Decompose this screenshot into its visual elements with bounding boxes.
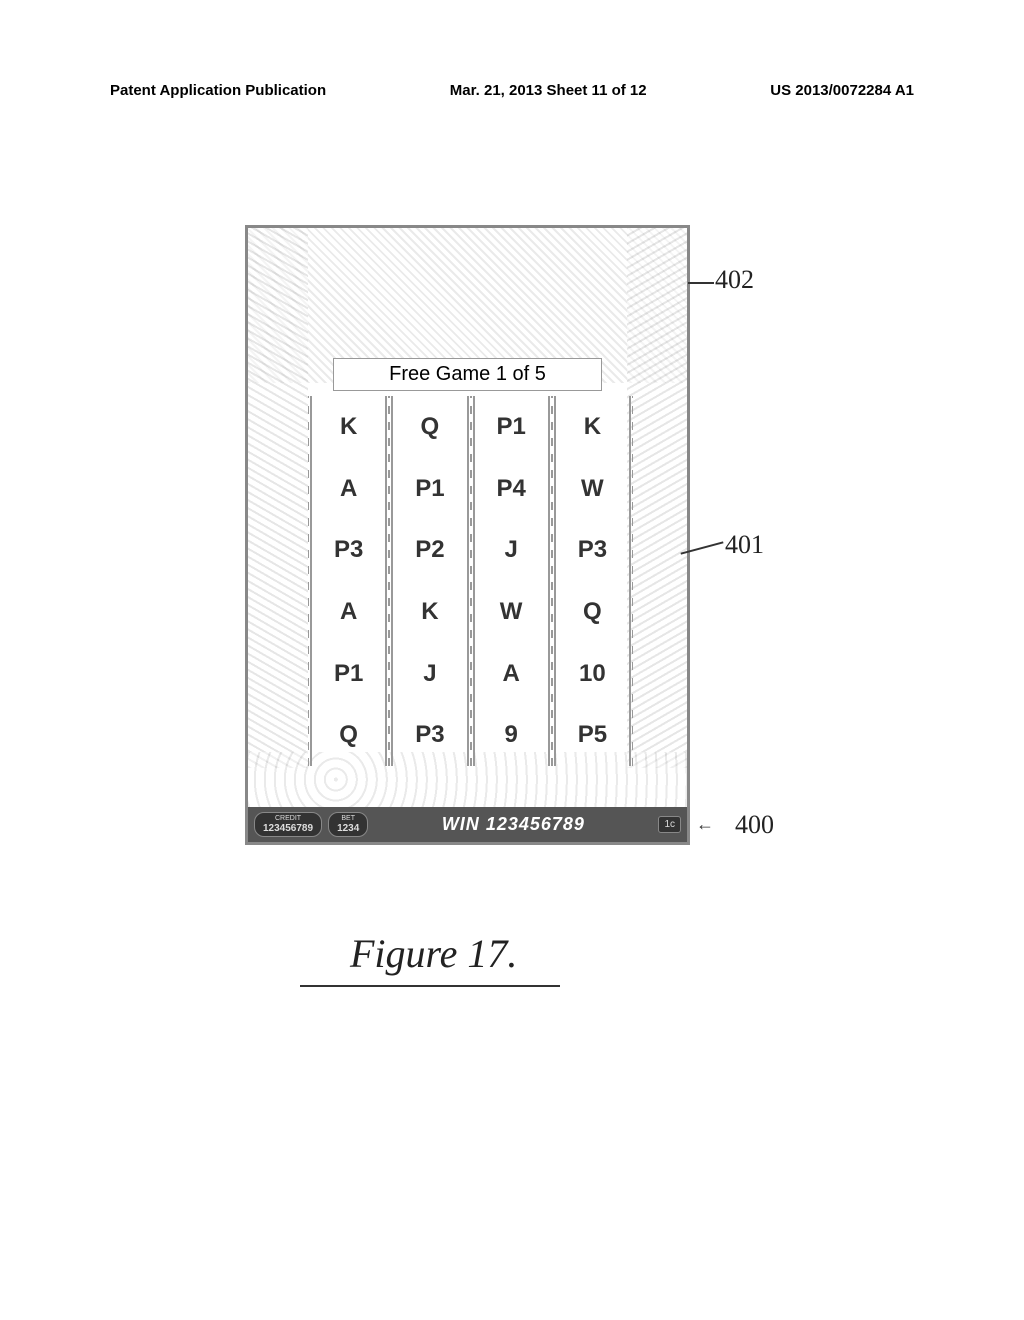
callout-400: 400 bbox=[735, 810, 774, 840]
page-header: Patent Application Publication Mar. 21, … bbox=[0, 82, 1024, 99]
symbol: K bbox=[393, 581, 466, 643]
denom-badge: 1c bbox=[658, 816, 681, 833]
symbol: 9 bbox=[475, 704, 548, 766]
header-center: Mar. 21, 2013 Sheet 11 of 12 bbox=[450, 82, 647, 99]
reel-4: K W P3 Q 10 P5 bbox=[554, 396, 631, 766]
symbol: Q bbox=[312, 704, 385, 766]
symbol: K bbox=[312, 396, 385, 458]
symbol: J bbox=[393, 643, 466, 705]
symbol: P3 bbox=[312, 519, 385, 581]
header-right: US 2013/0072284 A1 bbox=[770, 82, 914, 99]
symbol: P1 bbox=[475, 396, 548, 458]
credit-label: CREDIT bbox=[263, 815, 313, 823]
win-label: WIN bbox=[442, 814, 480, 834]
figure-container: Free Game 1 of 5 K A P3 A P1 Q Q P1 P2 K… bbox=[245, 225, 690, 845]
symbol: A bbox=[312, 458, 385, 520]
symbol: P1 bbox=[312, 643, 385, 705]
callout-401: 401 bbox=[725, 530, 764, 560]
callout-402: 402 bbox=[715, 265, 754, 295]
symbol: A bbox=[312, 581, 385, 643]
figure-caption: Figure 17. bbox=[350, 930, 517, 977]
reel-2: Q P1 P2 K J P3 bbox=[391, 396, 468, 766]
game-screen: Free Game 1 of 5 K A P3 A P1 Q Q P1 P2 K… bbox=[245, 225, 690, 845]
status-bar: CREDIT 123456789 BET 1234 WIN 123456789 … bbox=[248, 807, 687, 842]
credit-badge: CREDIT 123456789 bbox=[254, 812, 322, 837]
bet-label: BET bbox=[337, 815, 359, 823]
callout-line-402 bbox=[688, 282, 714, 284]
bet-value: 1234 bbox=[337, 823, 359, 834]
symbol: 10 bbox=[556, 643, 629, 705]
reel-3: P1 P4 J W A 9 bbox=[473, 396, 550, 766]
symbol: Q bbox=[393, 396, 466, 458]
symbol: K bbox=[556, 396, 629, 458]
bet-badge: BET 1234 bbox=[328, 812, 368, 837]
symbol: W bbox=[556, 458, 629, 520]
background-art-left bbox=[248, 228, 308, 768]
credit-value: 123456789 bbox=[263, 823, 313, 834]
win-display: WIN 123456789 bbox=[374, 814, 652, 835]
symbol: W bbox=[475, 581, 548, 643]
caption-underline bbox=[300, 985, 560, 987]
symbol: P2 bbox=[393, 519, 466, 581]
win-value: 123456789 bbox=[486, 814, 585, 834]
free-game-banner: Free Game 1 of 5 bbox=[333, 358, 602, 391]
symbol: A bbox=[475, 643, 548, 705]
symbol: P3 bbox=[556, 519, 629, 581]
reel-area: K A P3 A P1 Q Q P1 P2 K J P3 P1 P4 J W A bbox=[308, 396, 633, 766]
symbol: J bbox=[475, 519, 548, 581]
symbol: P5 bbox=[556, 704, 629, 766]
reel-1: K A P3 A P1 Q bbox=[310, 396, 387, 766]
arrow-icon: ← bbox=[696, 814, 714, 835]
symbol: P3 bbox=[393, 704, 466, 766]
symbol: Q bbox=[556, 581, 629, 643]
symbol: P1 bbox=[393, 458, 466, 520]
header-left: Patent Application Publication bbox=[110, 82, 326, 99]
symbol: P4 bbox=[475, 458, 548, 520]
background-art-right bbox=[627, 228, 687, 768]
